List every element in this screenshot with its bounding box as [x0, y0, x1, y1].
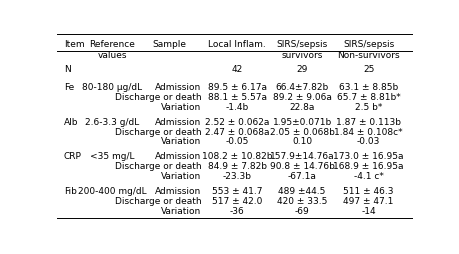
Text: Discharge or death: Discharge or death: [115, 196, 202, 205]
Text: 511 ± 46.3: 511 ± 46.3: [343, 186, 394, 195]
Text: SIRS/sepsis
survivors: SIRS/sepsis survivors: [276, 40, 328, 59]
Text: Variation: Variation: [161, 171, 202, 180]
Text: <35 mg/L: <35 mg/L: [90, 151, 135, 160]
Text: 2.05 ± 0.068b: 2.05 ± 0.068b: [270, 127, 335, 136]
Text: 90.8 ± 14.76b: 90.8 ± 14.76b: [270, 161, 335, 170]
Text: -23.3b: -23.3b: [223, 171, 252, 180]
Text: -69: -69: [295, 206, 309, 215]
Text: -0.03: -0.03: [357, 137, 381, 146]
Text: Discharge or death: Discharge or death: [115, 127, 202, 136]
Text: 420 ± 33.5: 420 ± 33.5: [277, 196, 327, 205]
Text: Variation: Variation: [161, 206, 202, 215]
Text: 42: 42: [231, 65, 243, 73]
Text: 2.47 ± 0.068a: 2.47 ± 0.068a: [205, 127, 269, 136]
Text: 1.87 ± 0.113b: 1.87 ± 0.113b: [336, 118, 401, 126]
Text: -4.1 c*: -4.1 c*: [354, 171, 384, 180]
Text: Admission: Admission: [155, 151, 202, 160]
Text: Admission: Admission: [155, 83, 202, 92]
Text: 80-180 μg/dL: 80-180 μg/dL: [83, 83, 143, 92]
Text: 66.4±7.82b: 66.4±7.82b: [275, 83, 329, 92]
Text: Local Inflam.: Local Inflam.: [208, 40, 266, 49]
Text: Variation: Variation: [161, 102, 202, 112]
Text: Fib: Fib: [64, 186, 77, 195]
Text: 200-400 mg/dL: 200-400 mg/dL: [78, 186, 147, 195]
Text: Sample: Sample: [152, 40, 186, 49]
Text: 1.84 ± 0.108c*: 1.84 ± 0.108c*: [334, 127, 403, 136]
Text: -36: -36: [230, 206, 244, 215]
Text: Admission: Admission: [155, 186, 202, 195]
Text: N: N: [64, 65, 71, 73]
Text: Discharge or death: Discharge or death: [115, 161, 202, 170]
Text: 108.2 ± 10.82b: 108.2 ± 10.82b: [202, 151, 272, 160]
Text: 489 ±44.5: 489 ±44.5: [279, 186, 326, 195]
Text: Fe: Fe: [64, 83, 74, 92]
Text: 2.5 b*: 2.5 b*: [355, 102, 382, 112]
Text: 89.5 ± 6.17a: 89.5 ± 6.17a: [207, 83, 267, 92]
Text: Variation: Variation: [161, 137, 202, 146]
Text: Item: Item: [64, 40, 84, 49]
Text: 0.10: 0.10: [292, 137, 312, 146]
Text: 88.1 ± 5.57a: 88.1 ± 5.57a: [207, 93, 267, 102]
Text: 2.6-3.3 g/dL: 2.6-3.3 g/dL: [85, 118, 140, 126]
Text: 22.8a: 22.8a: [290, 102, 315, 112]
Text: 63.1 ± 8.85b: 63.1 ± 8.85b: [339, 83, 398, 92]
Text: 168.9 ± 16.95a: 168.9 ± 16.95a: [333, 161, 404, 170]
Text: CRP: CRP: [64, 151, 82, 160]
Text: -67.1a: -67.1a: [288, 171, 317, 180]
Text: -14: -14: [361, 206, 376, 215]
Text: 2.52 ± 0.062a: 2.52 ± 0.062a: [205, 118, 269, 126]
Text: 84.9 ± 7.82b: 84.9 ± 7.82b: [207, 161, 267, 170]
Text: 25: 25: [363, 65, 375, 73]
Text: Reference
values: Reference values: [90, 40, 135, 59]
Text: -0.05: -0.05: [225, 137, 249, 146]
Text: SIRS/sepsis
Non-survivors: SIRS/sepsis Non-survivors: [337, 40, 400, 59]
Text: -1.4b: -1.4b: [225, 102, 249, 112]
Text: 517 ± 42.0: 517 ± 42.0: [212, 196, 262, 205]
Text: 157.9±14.76a: 157.9±14.76a: [270, 151, 335, 160]
Text: 29: 29: [297, 65, 308, 73]
Text: 173.0 ± 16.95a: 173.0 ± 16.95a: [333, 151, 404, 160]
Text: 65.7 ± 8.81b*: 65.7 ± 8.81b*: [337, 93, 401, 102]
Text: 89.2 ± 9.06a: 89.2 ± 9.06a: [273, 93, 331, 102]
Text: Admission: Admission: [155, 118, 202, 126]
Text: 1.95±0.071b: 1.95±0.071b: [273, 118, 332, 126]
Text: Alb: Alb: [64, 118, 78, 126]
Text: 553 ± 41.7: 553 ± 41.7: [212, 186, 262, 195]
Text: Discharge or death: Discharge or death: [115, 93, 202, 102]
Text: 497 ± 47.1: 497 ± 47.1: [343, 196, 394, 205]
